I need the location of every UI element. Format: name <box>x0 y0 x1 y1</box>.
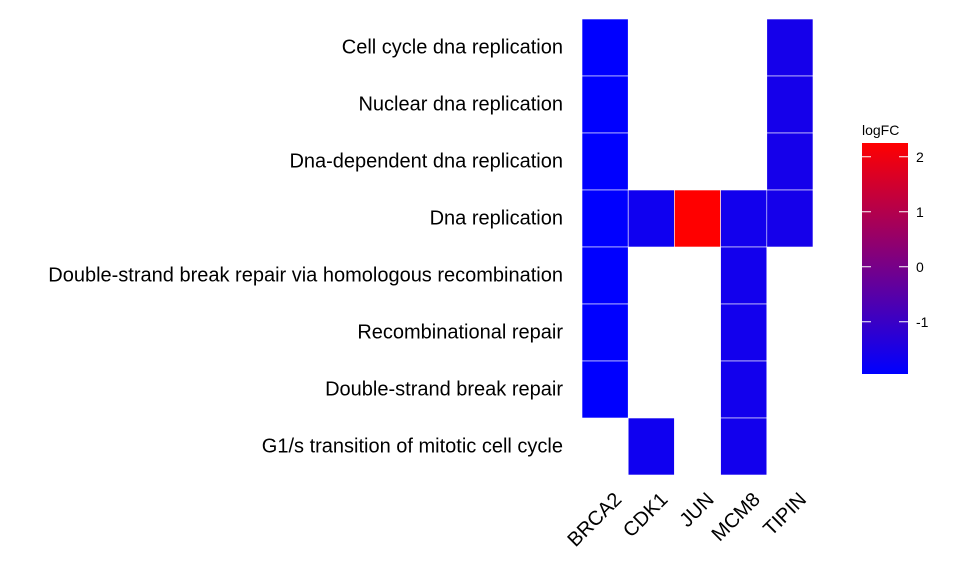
heatmap-cell <box>720 360 768 419</box>
heatmap-cell <box>627 417 675 476</box>
heatmap-cell <box>581 303 629 362</box>
legend-color-bar <box>862 143 908 374</box>
row-label: Cell cycle dna replication <box>342 37 563 59</box>
row-label: G1/s transition of mitotic cell cycle <box>262 436 563 458</box>
heatmap-cell <box>581 75 629 134</box>
heatmap-cell <box>581 246 629 305</box>
row-label: Dna-dependent dna replication <box>289 151 563 173</box>
legend-ticks: 2 1 0 -1 <box>862 149 929 330</box>
heatmap-cell <box>766 189 814 248</box>
row-label: Dna replication <box>430 208 563 230</box>
heatmap-cell <box>766 132 814 191</box>
heatmap-cell <box>581 189 629 248</box>
legend-title: logFC <box>862 122 899 138</box>
heatmap-cell <box>720 246 768 305</box>
heatmap-cell <box>766 18 814 77</box>
row-labels: Cell cycle dna replication Nuclear dna re… <box>48 37 563 458</box>
heatmap-cell <box>581 132 629 191</box>
row-label: Double-strand break repair <box>325 379 563 401</box>
row-label: Recombinational repair <box>357 322 563 344</box>
color-legend: logFC 2 1 0 -1 <box>862 122 929 374</box>
row-label: Nuclear dna replication <box>358 94 563 116</box>
legend-tick-label: -1 <box>916 314 929 330</box>
heatmap-cell <box>581 18 629 77</box>
column-label: TIPIN <box>759 489 811 541</box>
heatmap-cells <box>581 18 814 476</box>
heatmap-cell <box>766 75 814 134</box>
heatmap-cell <box>720 303 768 362</box>
heatmap-cell <box>720 189 768 248</box>
row-label: Double-strand break repair via homologou… <box>48 265 563 287</box>
column-label: MCM8 <box>708 489 765 546</box>
legend-tick-label: 0 <box>916 259 924 275</box>
column-label: BRCA2 <box>564 489 627 552</box>
heatmap-cell <box>674 189 721 248</box>
legend-tick-label: 2 <box>916 149 924 165</box>
heatmap-cell <box>581 360 629 419</box>
column-label: CDK1 <box>619 489 672 542</box>
legend-tick-label: 1 <box>916 204 924 220</box>
heatmap-cell <box>720 417 768 476</box>
heatmap-cell <box>627 189 675 248</box>
